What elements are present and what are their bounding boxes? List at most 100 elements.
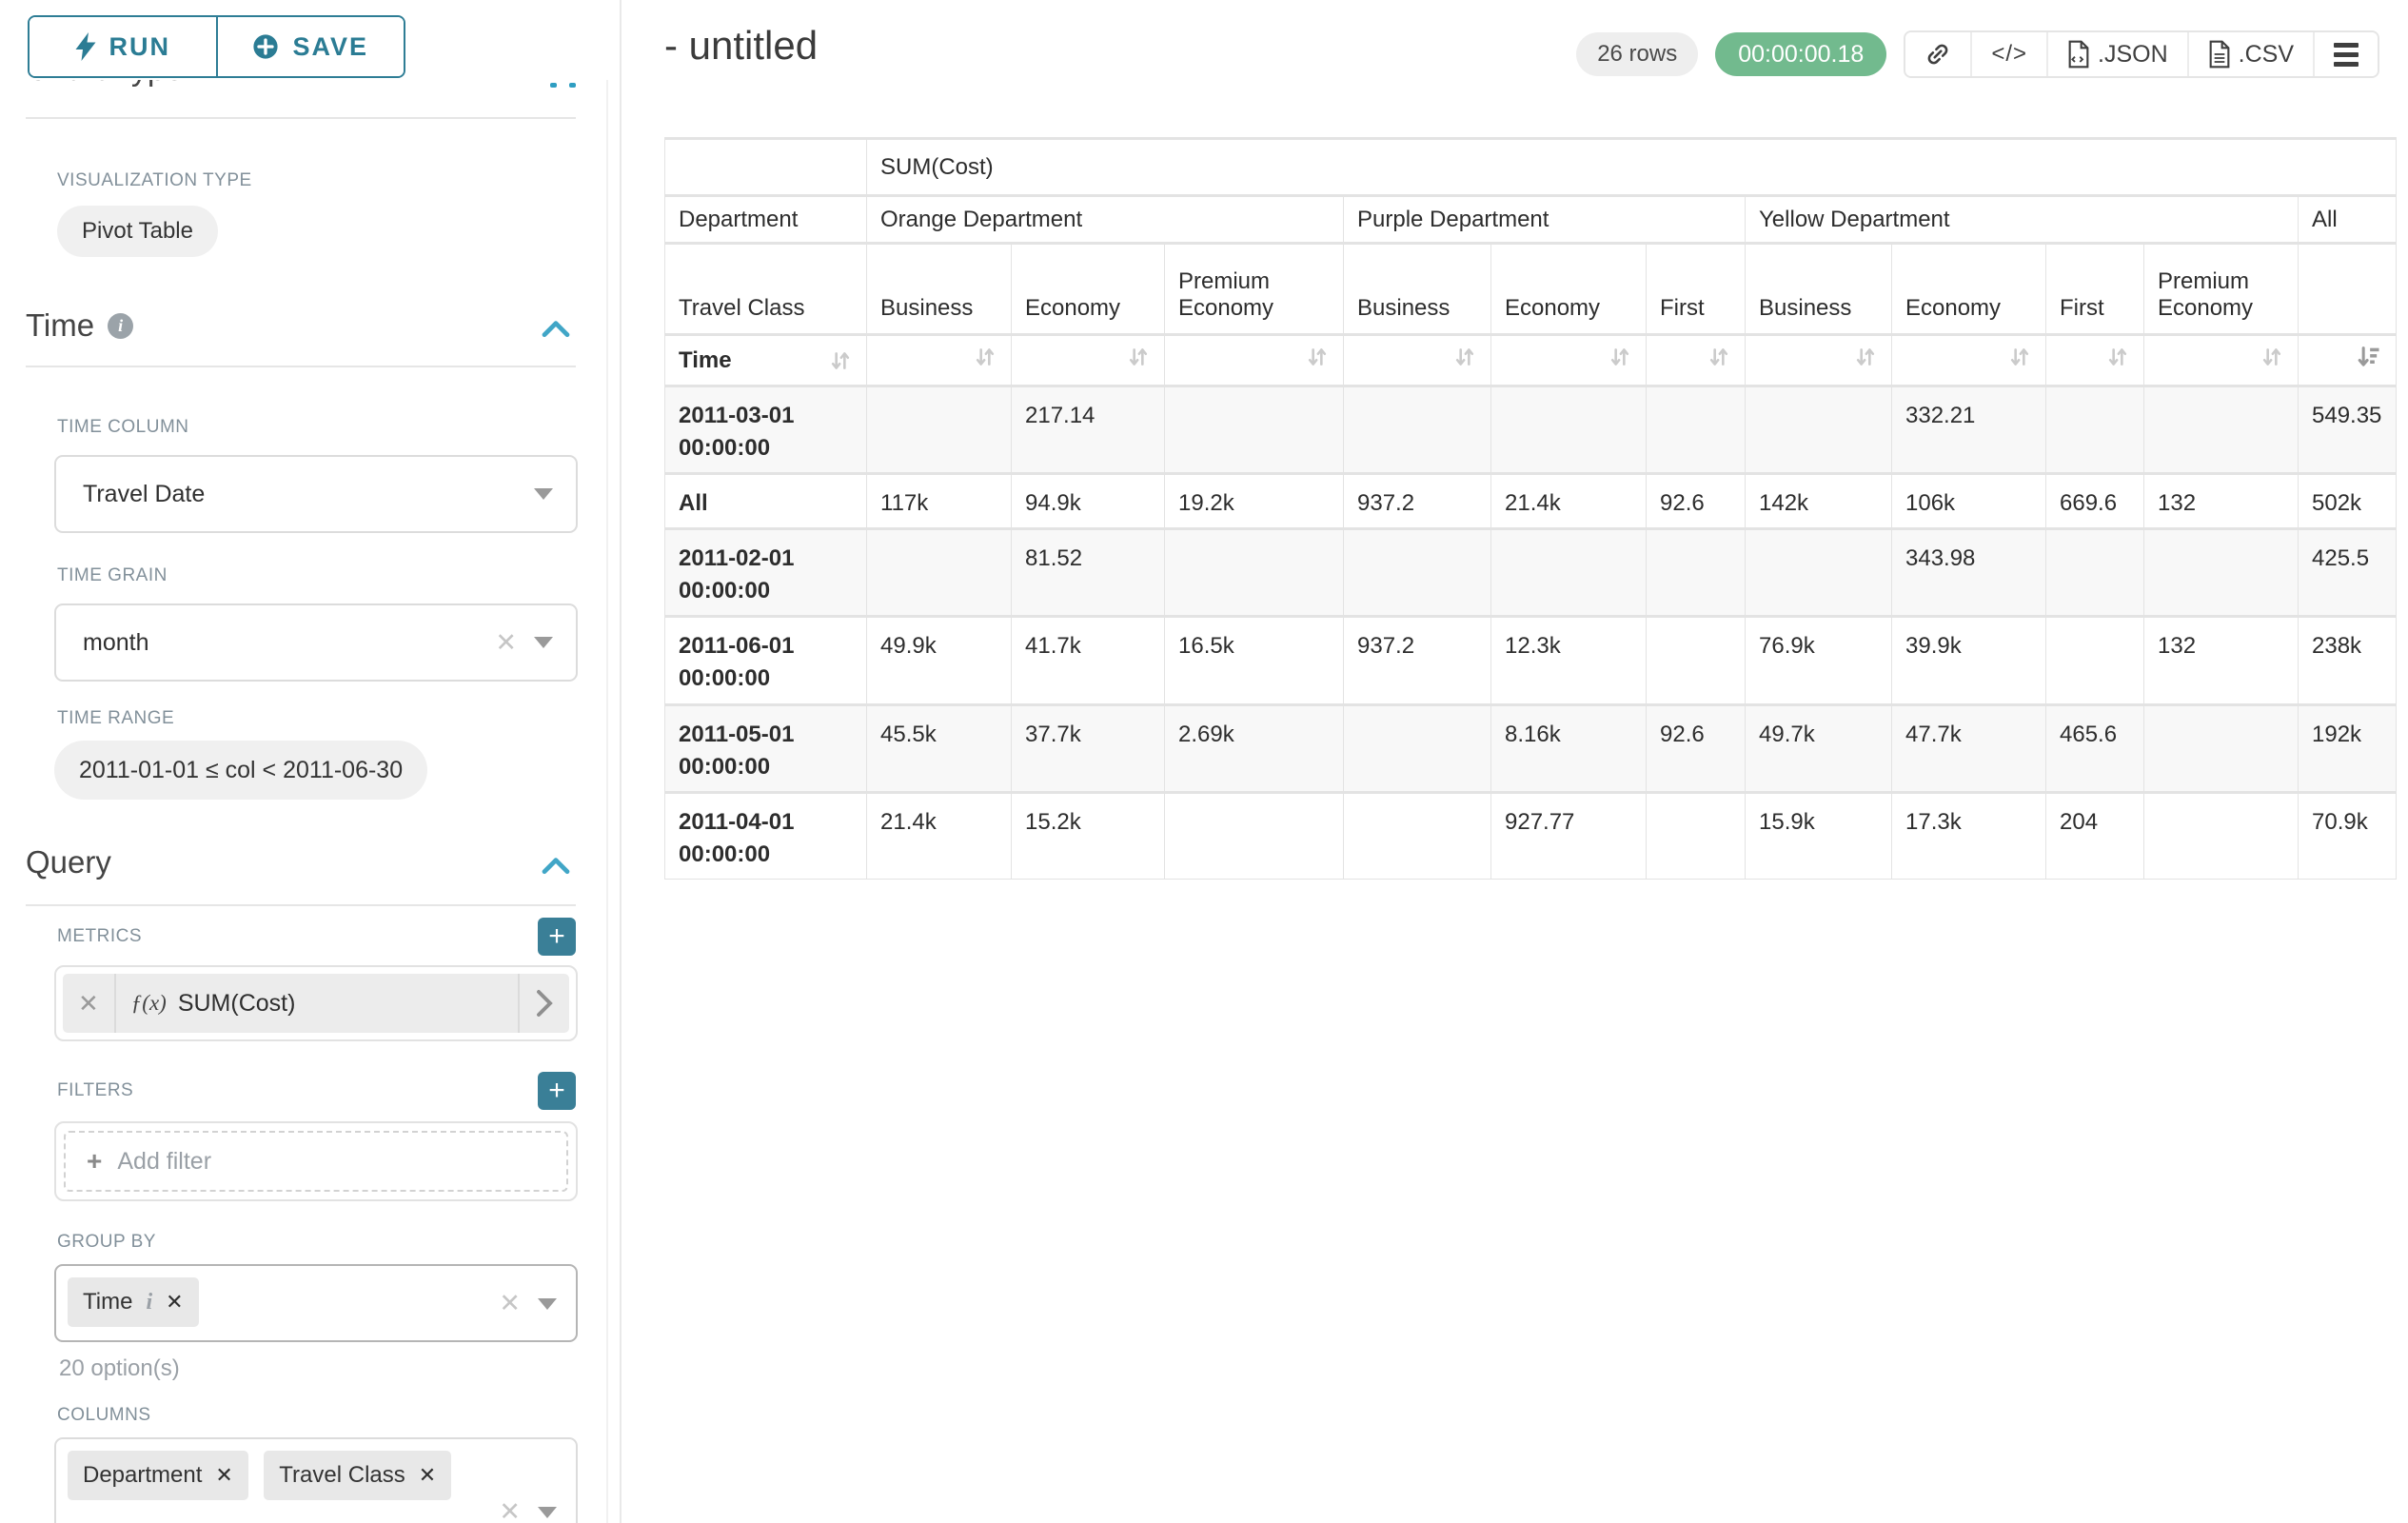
travel-class-header: Premium Economy — [2143, 242, 2299, 335]
column-sort-cell[interactable] — [866, 333, 1012, 386]
pivot-value-cell: 425.5 — [2297, 527, 2398, 618]
export-json-button[interactable]: .JSON — [2046, 32, 2187, 76]
sort-icon[interactable] — [2105, 345, 2130, 369]
pivot-row: 2011-06-01 00:00:00 49.9k 41.7k 16.5k 937.2 1… — [664, 615, 2398, 705]
pivot-value-cell: 17.3k — [1891, 790, 2046, 880]
chevron-down-icon — [538, 1506, 557, 1518]
column-sort-cell[interactable] — [1011, 333, 1165, 386]
remove-metric-icon[interactable]: ✕ — [63, 974, 116, 1033]
add-filter-button[interactable]: + — [538, 1072, 576, 1110]
column-sort-cell[interactable] — [1891, 333, 2046, 386]
divider — [26, 366, 576, 367]
copy-link-button[interactable] — [1905, 32, 1971, 76]
panel-top-bar: RUN SAVE — [0, 0, 618, 80]
chevron-down-icon — [534, 488, 553, 500]
plus-icon: + — [87, 1146, 103, 1176]
pivot-row: All 117k 94.9k 19.2k 937.2 21.4k 92.6 142k 106k 6… — [664, 472, 2398, 530]
filters-container: + Add filter — [54, 1121, 578, 1201]
column-sort-cell[interactable] — [1164, 333, 1344, 386]
sort-icon[interactable] — [1608, 345, 1632, 369]
travel-class-header: Business — [1343, 242, 1491, 335]
sort-icon[interactable] — [1305, 345, 1330, 369]
group-by-chip-time[interactable]: Time i ✕ — [68, 1277, 199, 1327]
sort-icon[interactable] — [973, 345, 997, 369]
remove-chip-icon[interactable]: ✕ — [166, 1290, 184, 1314]
columns-label: COLUMNS — [57, 1405, 151, 1425]
row-axis-sort-cell: Time — [664, 333, 867, 386]
pivot-value-cell: 217.14 — [1011, 384, 1165, 475]
metric-header-cell: SUM(Cost) — [865, 137, 2398, 196]
run-button[interactable]: RUN — [30, 17, 216, 76]
column-sort-cell[interactable] — [1490, 333, 1647, 386]
pivot-value-cell: 81.52 — [1011, 527, 1165, 618]
add-filter-dropzone[interactable]: + Add filter — [64, 1131, 568, 1192]
sort-icon[interactable] — [2007, 345, 2032, 369]
columns-chip-travel-class[interactable]: Travel Class ✕ — [264, 1451, 452, 1500]
sort-desc-icon[interactable] — [2356, 344, 2382, 370]
pivot-value-cell — [2045, 527, 2144, 618]
columns-chip-department[interactable]: Department ✕ — [68, 1451, 248, 1500]
time-column-select[interactable]: Travel Date — [54, 455, 578, 533]
info-icon: i — [146, 1289, 153, 1315]
group-by-options-hint: 20 option(s) — [59, 1355, 180, 1381]
pivot-value-cell — [2143, 527, 2299, 618]
pivot-value-cell — [2045, 384, 2144, 475]
pivot-value-cell: 70.9k — [2297, 790, 2398, 880]
pivot-value-cell: 92.6 — [1646, 702, 1746, 793]
chevron-up-icon[interactable] — [541, 849, 571, 885]
pivot-value-cell — [1745, 384, 1892, 475]
clear-icon[interactable]: ✕ — [495, 627, 517, 657]
sort-icon[interactable] — [828, 348, 853, 373]
time-range-pill[interactable]: 2011-01-01 ≤ col < 2011-06-30 — [54, 741, 428, 800]
save-button[interactable]: SAVE — [215, 17, 404, 76]
pivot-value-cell: 142k — [1745, 472, 1892, 530]
travel-class-header: Business — [1745, 242, 1892, 335]
column-sort-cell[interactable] — [2045, 333, 2144, 386]
travel-class-header: Economy — [1490, 242, 1647, 335]
visualization-type-pill[interactable]: Pivot Table — [57, 206, 218, 257]
sort-icon[interactable] — [1452, 345, 1477, 369]
metrics-label: METRICS — [57, 926, 142, 946]
chart-title[interactable]: - untitled — [664, 23, 819, 68]
pivot-value-cell: 76.9k — [1745, 615, 1892, 705]
remove-chip-icon[interactable]: ✕ — [418, 1463, 437, 1487]
metric-chip[interactable]: ✕ ƒ(x) SUM(Cost) — [63, 974, 569, 1033]
pivot-value-cell — [1490, 384, 1647, 475]
column-sort-cell[interactable] — [1745, 333, 1892, 386]
group-by-select[interactable]: Time i ✕ ✕ — [54, 1264, 578, 1342]
metric-name: SUM(Cost) — [177, 989, 296, 1017]
column-sort-cell[interactable] — [1646, 333, 1746, 386]
panel-scrollbar[interactable] — [606, 0, 608, 1523]
chart-panel: - untitled 26 rows 00:00:00.18 </> .JSON — [623, 0, 2408, 1523]
pivot-value-cell: 117k — [866, 472, 1012, 530]
sort-icon[interactable] — [1707, 345, 1731, 369]
group-by-label: GROUP BY — [57, 1232, 156, 1252]
pivot-table: SUM(Cost) Department Orange Department Purp… — [664, 137, 2398, 880]
column-sort-cell[interactable] — [2297, 333, 2398, 386]
chevron-up-icon[interactable] — [541, 312, 571, 348]
sort-icon[interactable] — [1126, 345, 1151, 369]
columns-select[interactable]: Department ✕ Travel Class ✕ ✕ — [54, 1437, 578, 1523]
export-csv-button[interactable]: .CSV — [2186, 32, 2313, 76]
travel-class-header: Premium Economy — [1164, 242, 1344, 335]
query-section-heading: Query — [26, 841, 576, 883]
pivot-value-cell: 937.2 — [1343, 472, 1491, 530]
column-sort-cell[interactable] — [1343, 333, 1491, 386]
row-label: 2011-02-01 00:00:00 — [664, 527, 867, 618]
chart-menu-button[interactable] — [2313, 32, 2378, 76]
add-metric-button[interactable]: + — [538, 918, 576, 956]
remove-chip-icon[interactable]: ✕ — [215, 1463, 233, 1487]
clear-icon[interactable]: ✕ — [499, 1289, 521, 1317]
travel-class-header: First — [2045, 242, 2144, 335]
time-range-label: TIME RANGE — [57, 708, 175, 728]
embed-code-button[interactable]: </> — [1970, 32, 2047, 76]
travel-class-header: First — [1646, 242, 1746, 335]
clear-icon[interactable]: ✕ — [499, 1497, 521, 1523]
pivot-value-cell: 47.7k — [1891, 702, 2046, 793]
sort-icon[interactable] — [2260, 345, 2284, 369]
pivot-value-cell — [1646, 790, 1746, 880]
time-grain-select[interactable]: month ✕ — [54, 603, 578, 682]
sort-icon[interactable] — [1853, 345, 1878, 369]
chevron-right-icon[interactable] — [518, 974, 569, 1033]
column-sort-cell[interactable] — [2143, 333, 2299, 386]
